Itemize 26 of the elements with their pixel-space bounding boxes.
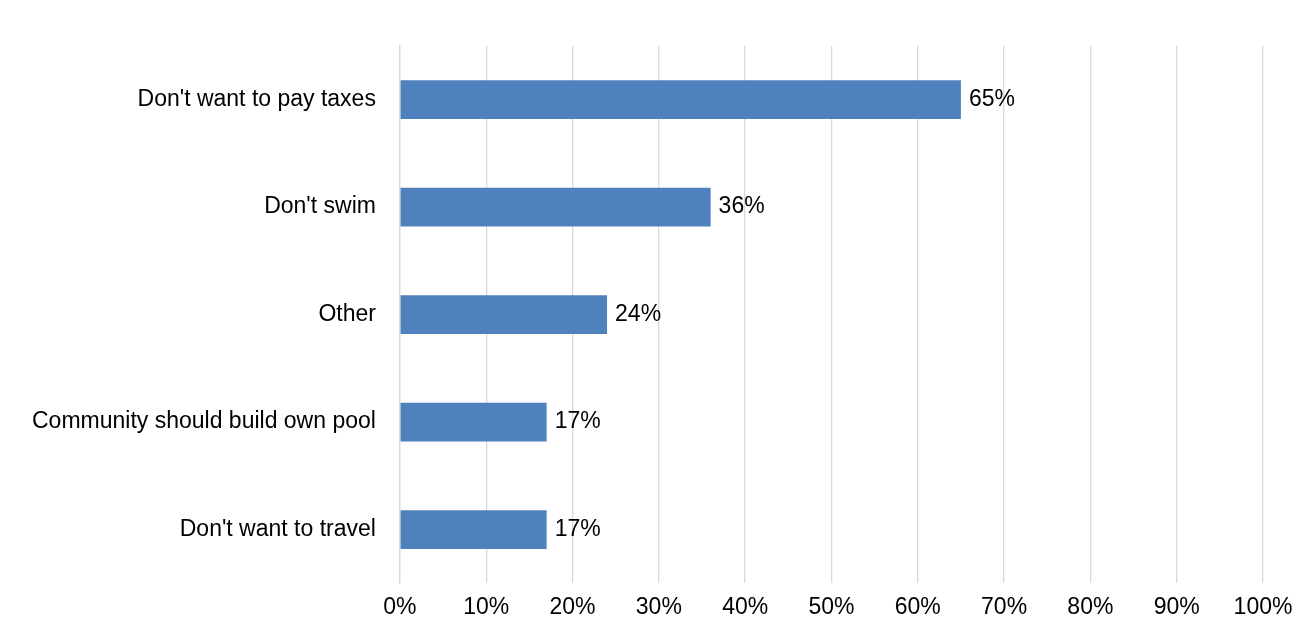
bar — [400, 295, 608, 334]
x-tick-label: 70% — [981, 592, 1028, 619]
data-label: 65% — [968, 84, 1015, 111]
x-tick-label: 40% — [722, 592, 769, 619]
bar — [400, 402, 547, 442]
bar — [400, 510, 547, 549]
data-label: 17% — [554, 514, 601, 541]
y-tick-label: Don't want to pay taxes — [137, 84, 376, 111]
bar — [400, 187, 711, 227]
data-label: 17% — [554, 407, 601, 434]
x-tick-label: 30% — [635, 592, 682, 619]
x-tick-label: 90% — [1153, 592, 1200, 619]
bar — [400, 80, 961, 119]
x-tick-label: 50% — [808, 592, 855, 619]
y-tick-label: Don't swim — [264, 192, 376, 219]
y-tick-label: Don't want to travel — [179, 514, 376, 541]
x-tick-label: 0% — [383, 592, 417, 619]
x-tick-label: 60% — [894, 592, 941, 619]
x-tick-label: 100% — [1233, 592, 1293, 619]
x-tick-label: 10% — [463, 592, 510, 619]
y-tick-label: Other — [318, 299, 377, 326]
x-tick-label: 20% — [549, 592, 596, 619]
data-label: 24% — [615, 299, 662, 326]
y-tick-label: Community should build own pool — [31, 407, 376, 434]
x-tick-label: 80% — [1067, 592, 1114, 619]
data-label: 36% — [718, 192, 765, 219]
